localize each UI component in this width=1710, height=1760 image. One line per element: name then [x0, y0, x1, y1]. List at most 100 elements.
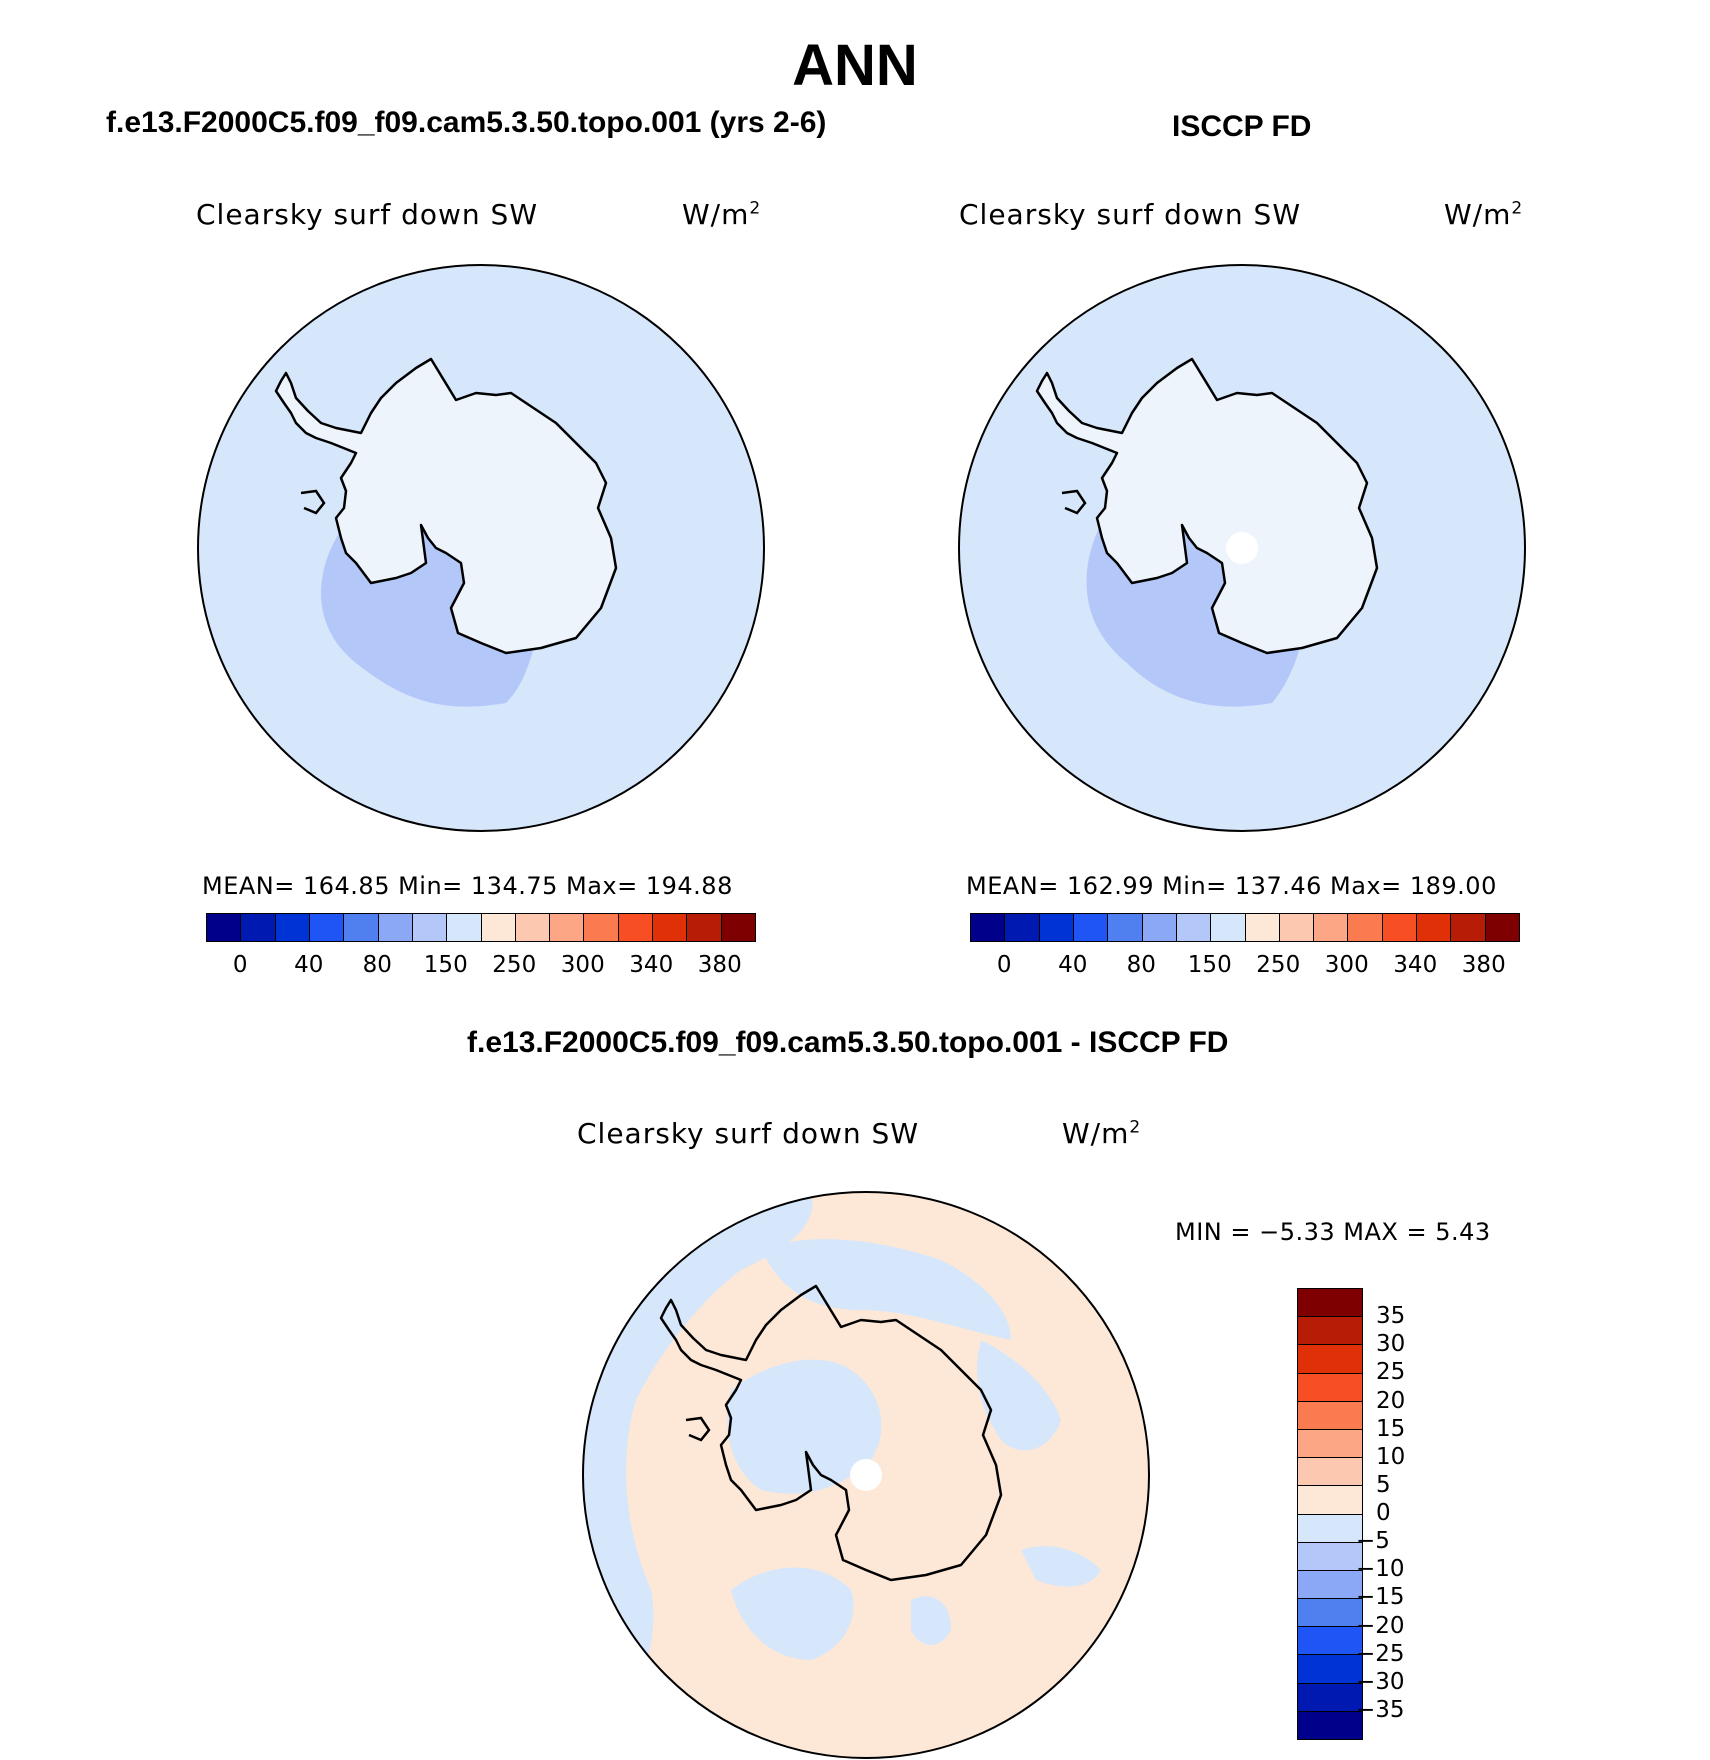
panel1-units-label: W/m2 — [682, 198, 762, 231]
panel1-colorbar-box — [241, 914, 276, 941]
panel1-colorbar-label: 250 — [492, 952, 537, 978]
panel1-colorbar-box — [515, 914, 551, 941]
panel3-colorbar-label: −35 — [1356, 1696, 1405, 1723]
panel3-colorbar-box — [1298, 1289, 1362, 1318]
panel3-colorbar-box — [1298, 1429, 1362, 1459]
panel2-colorbar-box — [1279, 914, 1315, 941]
panel2-colorbar-box — [1485, 914, 1519, 941]
panel1-colorbar-box — [481, 914, 516, 941]
panel3-variable-label: Clearsky surf down SW — [577, 1117, 920, 1150]
panel1-colorbar-label: 0 — [232, 952, 248, 978]
panel2-colorbar-box — [1005, 914, 1040, 941]
panel2-ice-shelf-outline — [1061, 489, 1087, 515]
panel2-colorbar-box — [1451, 914, 1486, 941]
panel1-title: f.e13.F2000C5.f09_f09.cam5.3.50.topo.001… — [106, 106, 827, 139]
panel1-colorbar-box — [207, 914, 242, 941]
panel2-colorbar-label: 340 — [1393, 952, 1438, 978]
panel2-units-label: W/m2 — [1444, 198, 1524, 231]
panel3-colorbar — [1297, 1288, 1363, 1740]
panel1-colorbar-label: 380 — [697, 952, 742, 978]
panel3-colorbar-labels: 35 30 25 20 15 10 5 0 −5 −10 −15 −20 −25 −30 −35 — [1356, 1288, 1450, 1738]
panel1-colorbar-label: 80 — [362, 952, 392, 978]
panel2-colorbar-label: 80 — [1126, 952, 1156, 978]
panel1-colorbar-box — [344, 914, 379, 941]
panel2-colorbar-box — [1245, 914, 1280, 941]
panel3-colorbar-box — [1298, 1345, 1362, 1374]
panel2-antarctica-coastline — [1035, 357, 1379, 655]
panel1-colorbar-box — [412, 914, 448, 941]
panel1-colorbar-label: 150 — [423, 952, 468, 978]
panel3-colorbar-label: −25 — [1356, 1640, 1405, 1667]
panel1-colorbar-box — [275, 914, 310, 941]
panel1-colorbar — [206, 913, 756, 942]
panel2-colorbar-box — [1039, 914, 1074, 941]
panel2-colorbar-box — [1211, 914, 1246, 941]
panel2-variable-label: Clearsky surf down SW — [959, 198, 1302, 231]
panel3-colorbar-label: 10 — [1376, 1443, 1406, 1470]
figure-title: ANN — [792, 33, 918, 98]
panel2-pole-hole — [1226, 532, 1258, 564]
panel3-colorbar-label: 0 — [1376, 1500, 1391, 1526]
panel2-colorbar-label: 0 — [996, 952, 1012, 978]
panel3-colorbar-box — [1298, 1486, 1362, 1515]
panel2-colorbar-labels: 0 40 80 150 250 300 340 380 — [970, 952, 1518, 982]
panel3-title: f.e13.F2000C5.f09_f09.cam5.3.50.topo.001… — [467, 1026, 1229, 1059]
panel1-colorbar-box — [584, 914, 619, 941]
panel3-ice-shelf-outline — [685, 1416, 711, 1442]
panel2-colorbar-box — [1382, 914, 1418, 941]
panel3-pole-hole — [850, 1459, 882, 1491]
panel3-colorbar-label: 20 — [1376, 1387, 1406, 1414]
panel3-colorbar-label: −5 — [1356, 1528, 1390, 1555]
panel3-colorbar-box — [1298, 1542, 1362, 1571]
panel1-polar-map — [197, 264, 765, 832]
panel1-colorbar-box — [447, 914, 482, 941]
panel3-units-label: W/m2 — [1062, 1117, 1142, 1150]
panel3-colorbar-label: −20 — [1356, 1612, 1405, 1639]
panel1-colorbar-box — [378, 914, 413, 941]
panel3-polar-map — [582, 1191, 1150, 1759]
panel3-colorbar-box — [1298, 1711, 1362, 1739]
panel2-title: ISCCP FD — [1172, 110, 1312, 143]
panel1-colorbar-box — [550, 914, 585, 941]
panel3-colorbar-box — [1298, 1627, 1362, 1656]
panel2-colorbar — [970, 913, 1520, 942]
panel2-colorbar-label: 150 — [1187, 952, 1232, 978]
panel2-colorbar-box — [1417, 914, 1452, 941]
panel1-stats: MEAN= 164.85 Min= 134.75 Max= 194.88 — [202, 872, 733, 900]
panel2-colorbar-label: 250 — [1256, 952, 1301, 978]
panel3-colorbar-label: 15 — [1376, 1415, 1406, 1442]
panel2-stats: MEAN= 162.99 Min= 137.46 Max= 189.00 — [966, 872, 1497, 900]
panel1-colorbar-label: 300 — [560, 952, 605, 978]
panel3-minmax-stats: MIN = −5.33 MAX = 5.43 — [1175, 1218, 1491, 1246]
panel3-colorbar-label: 30 — [1376, 1331, 1406, 1358]
panel3-colorbar-box — [1298, 1317, 1362, 1346]
panel1-colorbar-label: 40 — [294, 952, 324, 978]
panel1-colorbar-box — [687, 914, 722, 941]
panel3-antarctica-coastline — [659, 1284, 1003, 1582]
panel2-colorbar-box — [1108, 914, 1143, 941]
panel1-variable-label: Clearsky surf down SW — [196, 198, 539, 231]
panel3-colorbar-label: 25 — [1376, 1359, 1406, 1386]
panel1-colorbar-label: 340 — [629, 952, 674, 978]
panel3-colorbar-box — [1298, 1599, 1362, 1628]
panel3-colorbar-box — [1298, 1683, 1362, 1712]
panel2-colorbar-box — [1348, 914, 1383, 941]
panel1-colorbar-box — [618, 914, 654, 941]
panel3-colorbar-box — [1298, 1655, 1362, 1684]
panel2-map-border — [958, 264, 1526, 832]
panel3-colorbar-box — [1298, 1458, 1362, 1487]
panel2-colorbar-box — [1176, 914, 1212, 941]
panel3-colorbar-label: −30 — [1356, 1668, 1405, 1695]
panel1-map-border — [197, 264, 765, 832]
panel3-colorbar-label: 5 — [1376, 1471, 1391, 1498]
panel3-colorbar-label: −15 — [1356, 1584, 1405, 1611]
panel2-colorbar-label: 380 — [1461, 952, 1506, 978]
panel1-antarctica-coastline — [274, 357, 618, 655]
panel3-colorbar-box — [1298, 1514, 1362, 1543]
panel2-colorbar-box — [1073, 914, 1109, 941]
panel1-colorbar-box — [653, 914, 688, 941]
panel1-colorbar-box — [309, 914, 345, 941]
panel1-colorbar-box — [721, 914, 755, 941]
panel1-ice-shelf-outline — [300, 489, 326, 515]
panel3-negative-regions — [583, 1192, 1101, 1758]
